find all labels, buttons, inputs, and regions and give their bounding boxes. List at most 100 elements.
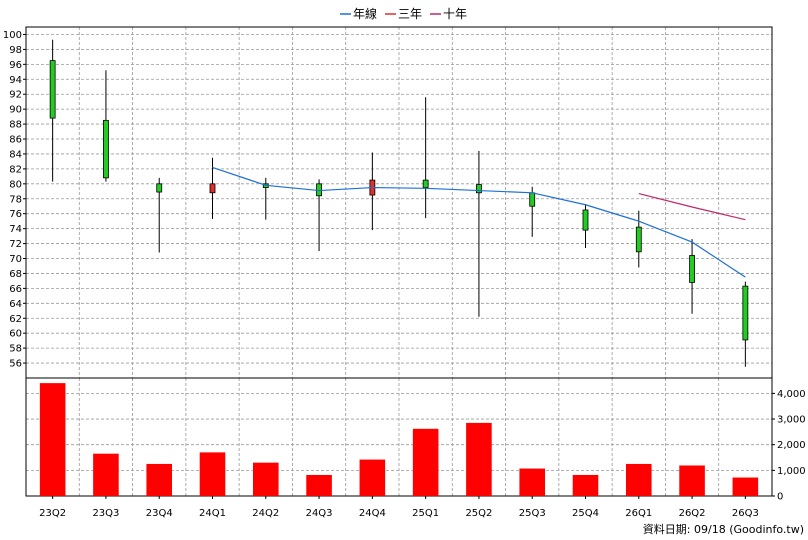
legend-item: 年線 (340, 6, 377, 21)
volume-bar (306, 474, 332, 496)
candle (49, 39, 56, 182)
candle (529, 186, 536, 237)
price-tick-label: 84 (9, 149, 22, 160)
volume-bar (359, 459, 386, 496)
candle-body (209, 183, 216, 194)
price-tick-label: 58 (9, 344, 22, 355)
price-tick-label: 76 (9, 209, 22, 220)
price-tick-label: 90 (9, 105, 22, 116)
x-axis: 23Q2 23Q3 23Q4 24Q1 24Q2 24Q3 24Q4 25Q1 25Q2 25Q3… (39, 496, 759, 519)
price-tick-label: 62 (9, 314, 22, 325)
x-tick-label: 26Q1 (625, 508, 652, 519)
volume-bar (466, 422, 492, 496)
legend-label: 三年 (398, 7, 422, 21)
volume-grid (25, 378, 773, 497)
price-tick-label: 92 (9, 90, 22, 101)
price-tick-label: 80 (9, 179, 22, 190)
price-tick-label: 94 (9, 75, 22, 86)
price-tick-label: 74 (9, 224, 22, 235)
volume-bar (199, 452, 226, 496)
x-tick-label: 26Q3 (732, 508, 759, 519)
volume-bar (93, 453, 119, 496)
x-tick-label: 23Q4 (146, 508, 173, 519)
candle-body (49, 60, 56, 119)
volume-bar (412, 428, 439, 496)
volume-bars (39, 383, 759, 496)
price-tick-label: 66 (9, 284, 22, 295)
price-tick-label: 100 (3, 30, 22, 41)
legend: 年線 三年 十年 (340, 6, 467, 21)
x-tick-label: 24Q3 (306, 508, 333, 519)
volume-bar (625, 463, 652, 496)
candle-body (156, 183, 163, 193)
price-grid (25, 27, 773, 378)
volume-tick-label: 2,000 (777, 440, 806, 451)
candle (369, 152, 376, 231)
volume-bar (519, 468, 546, 496)
x-tick-label: 24Q4 (359, 508, 386, 519)
price-tick-label: 56 (9, 359, 22, 370)
candle-body (529, 192, 536, 207)
candle-body (103, 119, 109, 179)
candle (689, 239, 695, 314)
x-tick-label: 25Q1 (412, 508, 439, 519)
candle-body (476, 184, 482, 194)
volume-bar (679, 465, 705, 496)
legend-item: 三年 (385, 7, 422, 21)
candle-body (635, 226, 642, 253)
candle (582, 203, 589, 249)
price-tick-label: 72 (9, 239, 22, 250)
volume-bar (572, 474, 599, 496)
source-label: 資料日期: 09/18 (Goodinfo.tw) (643, 522, 804, 536)
price-tick-label: 78 (9, 194, 22, 205)
x-tick-label: 24Q1 (199, 508, 226, 519)
candle (103, 70, 109, 182)
x-tick-label: 23Q3 (92, 508, 119, 519)
volume-axis: 0 1,000 2,000 3,000 4,000 (772, 389, 806, 503)
candle (156, 177, 163, 253)
ten-year-line (638, 192, 746, 221)
price-tick-label: 68 (9, 269, 22, 280)
volume-bar (732, 477, 759, 496)
price-tick-label: 82 (9, 164, 22, 175)
plot-frames (25, 26, 773, 497)
price-tick-label: 88 (9, 120, 22, 131)
price-axis: 56 58 60 62 64 66 68 70 72 74 76 78 80 82 84 86 88 90 92 94… (3, 30, 26, 370)
x-tick-label: 25Q3 (519, 508, 546, 519)
price-tick-label: 60 (9, 329, 22, 340)
legend-item: 十年 (430, 7, 467, 21)
candle (476, 150, 482, 317)
candle (209, 157, 216, 219)
volume-bar (39, 383, 66, 496)
x-tick-label: 24Q2 (252, 508, 279, 519)
x-tick-label: 26Q2 (679, 508, 706, 519)
price-tick-label: 96 (9, 60, 22, 71)
candle (635, 210, 642, 268)
candle-body (742, 285, 749, 341)
moving-average-lines (212, 166, 746, 278)
volume-tick-label: 0 (777, 492, 783, 503)
candle-body (422, 179, 429, 188)
volume-bar (252, 462, 279, 496)
price-tick-label: 98 (9, 45, 22, 56)
volume-bar (146, 463, 173, 496)
annual-line (212, 166, 746, 278)
volume-frame (25, 377, 773, 497)
candle-body (582, 209, 589, 231)
x-tick-label: 23Q2 (39, 508, 66, 519)
x-tick-label: 25Q4 (572, 508, 599, 519)
candle-body (689, 255, 695, 283)
candle (422, 97, 429, 219)
price-tick-label: 86 (9, 135, 22, 146)
x-tick-label: 25Q2 (465, 508, 492, 519)
price-tick-label: 64 (9, 299, 22, 310)
volume-tick-label: 1,000 (777, 466, 806, 477)
legend-label: 年線 (353, 6, 377, 21)
candle (742, 281, 749, 367)
price-tick-label: 70 (9, 254, 22, 265)
volume-tick-label: 4,000 (777, 389, 806, 400)
legend-label: 十年 (443, 7, 467, 21)
volume-tick-label: 3,000 (777, 415, 806, 426)
